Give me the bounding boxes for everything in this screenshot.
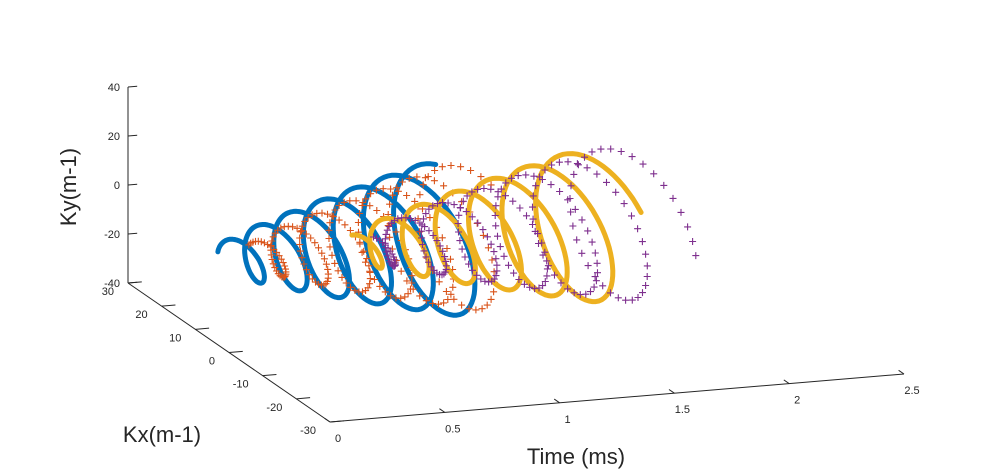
axis-labels: Time (ms) Kx(m-1) Ky(m-1) [56, 148, 625, 469]
y-tick-label: -30 [300, 425, 316, 437]
z-tick [127, 85, 138, 88]
z-tick [127, 232, 138, 235]
y-tick [329, 420, 344, 423]
x-tick [898, 369, 905, 375]
y-tick-label: 30 [102, 286, 114, 298]
series-line [349, 151, 644, 305]
x-tick [439, 408, 446, 413]
y-tick-label: 20 [135, 309, 147, 321]
y-tick-label: -10 [233, 379, 249, 391]
x-tick [668, 389, 675, 394]
x-tick [783, 379, 790, 385]
y-tick [296, 397, 311, 400]
y-tick [262, 374, 277, 377]
z-tick-label: 0 [114, 180, 120, 192]
y-tick-label: 10 [169, 332, 181, 344]
axes: 0 0.5 1 1.5 2 2.5 -30 -20 -10 0 10 20 30-40 -20 0 20 40 [102, 82, 920, 445]
series-group [215, 145, 700, 318]
z-axis-title: Ky(m-1) [56, 148, 81, 226]
time-axis-line [329, 373, 905, 423]
y-tick [228, 350, 243, 353]
x-tick-label: 2 [794, 395, 800, 407]
y-axis-title: Kx(m-1) [123, 422, 201, 447]
x-axis-title: Time (ms) [527, 444, 625, 469]
series-markers [370, 145, 700, 304]
x-tick-label: 0 [335, 433, 341, 445]
y-tick [195, 327, 210, 330]
z-tick-label: 20 [108, 131, 120, 143]
series-line [215, 161, 478, 318]
z-tick [127, 134, 138, 137]
z-tick-label: -40 [104, 278, 120, 290]
x-tick [553, 398, 560, 404]
z-tick [127, 183, 138, 186]
x-tick [324, 417, 331, 423]
y-tick [161, 304, 176, 307]
x-tick-label: 0.5 [445, 423, 460, 435]
x-tick-label: 1 [565, 414, 571, 426]
y-tick-label: 0 [209, 356, 215, 368]
z-tick-label: -20 [104, 229, 120, 241]
z-tick [127, 281, 138, 284]
z-tick-label: 40 [108, 82, 120, 94]
x-tick-label: 1.5 [675, 404, 690, 416]
series-plus-marks [370, 145, 700, 304]
series-markers [245, 162, 499, 314]
y-tick-label: -20 [266, 402, 282, 414]
x-tick-label: 2.5 [904, 385, 919, 397]
series-plus-marks [245, 162, 499, 314]
